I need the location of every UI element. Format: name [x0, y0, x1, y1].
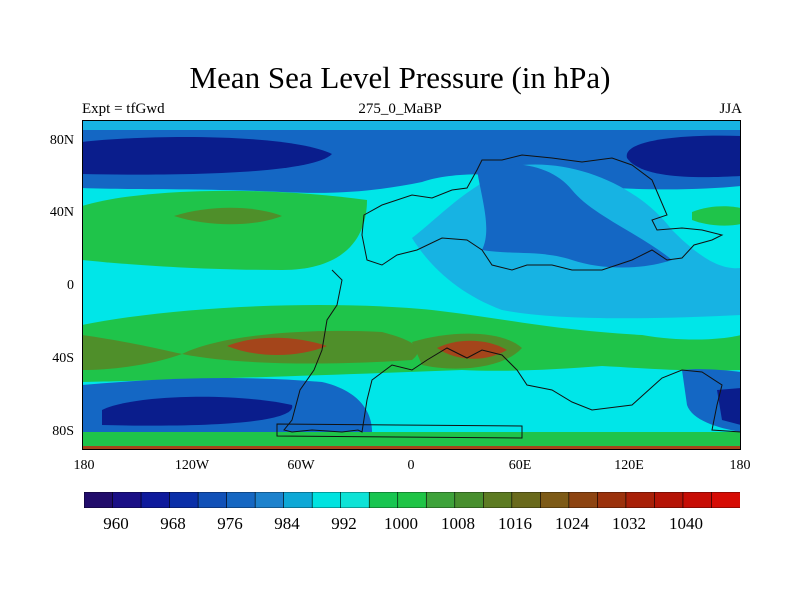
- antarctic-brown-band: [82, 446, 741, 450]
- colorbar-swatch: [254, 492, 285, 508]
- colorbar-swatch: [340, 492, 370, 508]
- colorbar-label: 1040: [669, 514, 703, 533]
- colorbar-label: 1024: [555, 514, 589, 533]
- colorbar-swatch: [169, 492, 199, 508]
- colorbar-swatch: [368, 492, 399, 508]
- y-tick-40n: 40N: [49, 205, 74, 220]
- plot-frame: [82, 120, 741, 450]
- x-tick-120e: 120E: [614, 458, 644, 473]
- y-tick-40s: 40S: [52, 351, 74, 366]
- south-low-core-east: [717, 388, 741, 425]
- colorbar-label: 984: [274, 514, 300, 533]
- plot-title: Mean Sea Level Pressure (in hPa): [189, 60, 611, 95]
- antarctic-outline: [276, 423, 523, 439]
- colorbar-swatch: [654, 492, 684, 508]
- y-tick-80n: 80N: [49, 133, 74, 148]
- colorbar-label: 992: [331, 514, 357, 533]
- x-tick-60w: 60W: [287, 458, 315, 473]
- asian-low-core: [477, 164, 672, 268]
- colorbar-label: 1032: [612, 514, 646, 533]
- colorbar-label: 960: [103, 514, 129, 533]
- pressure-map: [82, 120, 741, 450]
- colorbar-label: 1000: [384, 514, 418, 533]
- season-label: JJA: [719, 101, 742, 117]
- antarctic-green-band: [82, 432, 741, 448]
- colorbar-label: 1016: [498, 514, 532, 533]
- time-label: 275_0_MaBP: [358, 101, 442, 117]
- colorbar-swatch: [112, 492, 142, 508]
- colorbar-label: 976: [217, 514, 243, 533]
- colorbar-swatch: [625, 492, 656, 508]
- colorbar-swatch: [540, 492, 570, 508]
- colorbar-swatch: [197, 492, 228, 508]
- colorbar-swatch: [597, 492, 627, 508]
- north-low-core-east: [626, 135, 741, 178]
- colorbar-swatch: [454, 492, 484, 508]
- x-tick-180w: 180: [73, 458, 95, 473]
- colorbar-swatch: [511, 492, 541, 508]
- colorbar-swatch: [482, 492, 513, 508]
- north-low-core-west: [82, 137, 332, 175]
- x-tick-0: 0: [407, 458, 415, 473]
- colorbar-swatch: [283, 492, 313, 508]
- north-high-core: [174, 207, 282, 225]
- colorbar-swatch: [682, 492, 713, 508]
- experiment-label: Expt = tfGwd: [82, 101, 165, 117]
- north-high-belt-west: [82, 190, 367, 270]
- south-high-core-west-center: [227, 337, 327, 355]
- continent-outline: [283, 154, 741, 433]
- colorbar: [84, 492, 740, 508]
- colorbar-swatch: [140, 492, 171, 508]
- colorbar-label: 1008: [441, 514, 475, 533]
- colorbar-swatch: [84, 492, 114, 508]
- y-tick-80s: 80S: [52, 424, 74, 439]
- colorbar-swatch: [397, 492, 427, 508]
- y-tick-0: 0: [67, 278, 74, 293]
- south-low-core: [102, 396, 293, 426]
- colorbar-swatch: [311, 492, 342, 508]
- x-tick-180e: 180: [729, 458, 751, 473]
- colorbar-swatch: [711, 492, 740, 508]
- colorbar-label: 968: [160, 514, 186, 533]
- x-tick-60e: 60E: [508, 458, 532, 473]
- colorbar-swatch: [425, 492, 456, 508]
- colorbar-swatch: [568, 492, 598, 508]
- north-high-belt-east: [692, 206, 741, 226]
- colorbar-swatch: [226, 492, 256, 508]
- x-tick-120w: 120W: [174, 458, 210, 473]
- south-high-core-east-center: [437, 340, 507, 359]
